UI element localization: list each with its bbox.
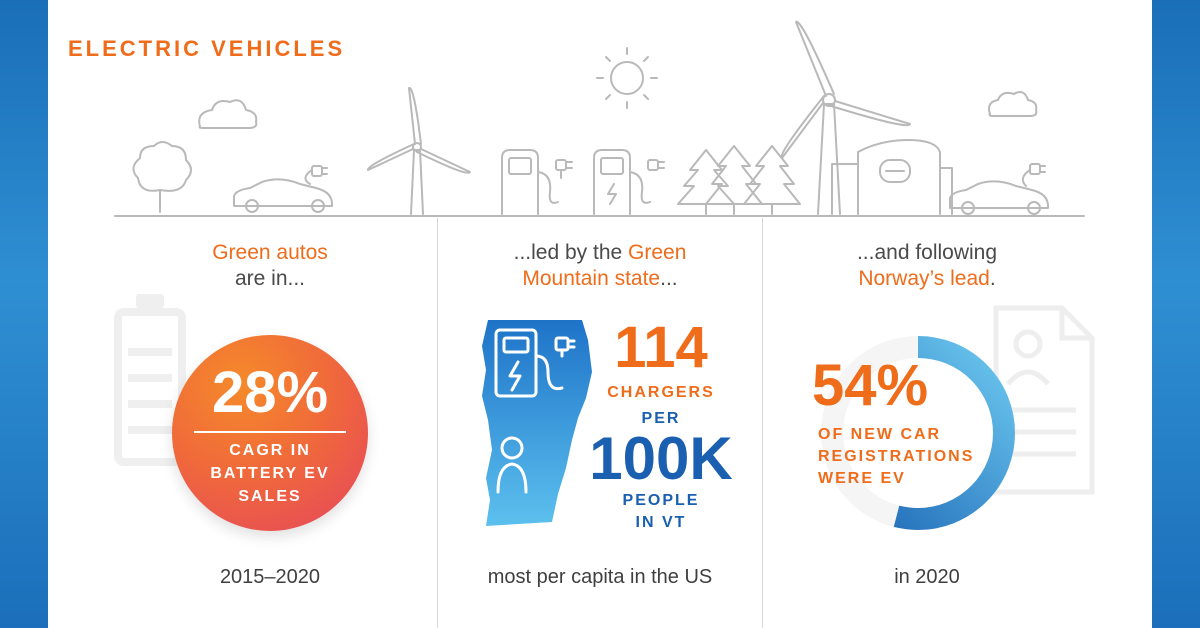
panel-3-caption: in 2020 (894, 566, 960, 588)
building-icon (831, 139, 953, 215)
charging-station-icon (593, 149, 665, 215)
panel-1-heading-highlight: Green autos (212, 241, 328, 264)
wind-turbine-icon (366, 86, 471, 215)
column-divider (437, 218, 438, 628)
person-icon (496, 436, 528, 494)
panel-3-heading: ...and following Norway’s lead. (762, 240, 1092, 292)
plug-icon (1021, 163, 1046, 187)
panel-3-heading-highlight: Norway’s lead (858, 267, 990, 290)
cloud-icon (198, 99, 258, 129)
panel-1-heading-text: are in... (234, 267, 306, 290)
people-label: PEOPLE (622, 492, 700, 509)
vermont-map-icon (482, 320, 592, 526)
panel-1-caption: 2015–2020 (219, 566, 321, 588)
plug-icon (304, 165, 328, 185)
chargers-label: CHARGERS (607, 384, 715, 401)
left-blue-band (0, 0, 48, 628)
panel-2-heading-text: ... (660, 267, 678, 290)
cloud-icon (988, 91, 1038, 117)
panel-2-heading-highlight: Green (628, 241, 687, 264)
cagr-label-line: BATTERY EV (210, 465, 330, 482)
document-icon (993, 305, 1095, 495)
population-value: 100K (589, 425, 733, 492)
pine-trees-icon (677, 145, 801, 215)
cagr-label-line: SALES (238, 488, 302, 505)
column-divider (762, 218, 763, 628)
ev-share-value: 54% (812, 353, 929, 418)
cagr-label-line: CAGR IN (229, 442, 311, 459)
panel-2-heading-text: ...led by the (513, 241, 629, 264)
charging-station-icon (494, 328, 538, 398)
ev-share-label-line: REGISTRATIONS (818, 448, 975, 465)
panel-1-heading: Green autos are in... (110, 240, 430, 292)
panel-3-heading-text: . (989, 267, 996, 290)
ev-share-label-line: OF NEW CAR (818, 426, 942, 443)
ev-share-label: OF NEW CAR REGISTRATIONS WERE EV (818, 424, 974, 490)
state-label: IN VT (635, 514, 687, 531)
car-icon (949, 180, 1049, 215)
page-title: ELECTRIC VEHICLES (68, 36, 346, 61)
cagr-stat-circle: 28% CAGR IN BATTERY EV SALES (172, 335, 368, 531)
car-icon (233, 178, 333, 213)
sun-icon (596, 47, 658, 109)
right-blue-band (1152, 0, 1200, 628)
wind-turbine-icon (780, 20, 911, 215)
charging-station-icon (501, 149, 573, 215)
tree-icon (132, 141, 192, 213)
panel-3-heading-text: ...and following (856, 241, 998, 264)
ev-share-label-line: WERE EV (818, 470, 906, 487)
progress-ring (821, 336, 1015, 530)
cagr-label: CAGR IN BATTERY EV SALES (172, 439, 368, 508)
panel-2-heading-highlight: Mountain state (522, 267, 661, 290)
chargers-value: 114 (614, 315, 708, 380)
cagr-value: 28% (211, 360, 329, 425)
panel-2-caption: most per capita in the US (487, 566, 713, 588)
per-label: PER (641, 410, 681, 427)
circle-divider (194, 431, 346, 433)
panel-2-heading: ...led by the Green Mountain state... (437, 240, 763, 292)
